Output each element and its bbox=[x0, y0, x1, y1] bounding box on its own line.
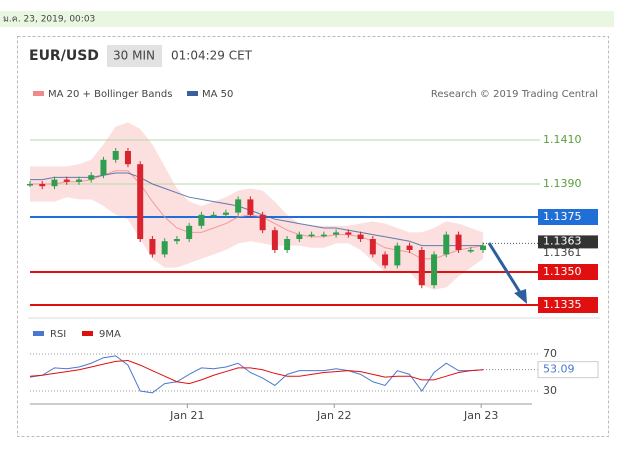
level-box bbox=[538, 297, 598, 313]
candle bbox=[222, 212, 229, 215]
last-price-label: 1.1363 bbox=[543, 234, 582, 247]
candle bbox=[161, 241, 168, 255]
legend-swatch bbox=[82, 331, 93, 336]
level-label: 1.1335 bbox=[543, 298, 582, 311]
legend-label: MA 50 bbox=[202, 89, 233, 100]
forecast-arrow bbox=[487, 242, 527, 304]
last-price-box bbox=[538, 235, 598, 249]
last-value-box bbox=[537, 361, 599, 379]
candle bbox=[369, 239, 376, 255]
candle bbox=[88, 175, 95, 180]
candle bbox=[394, 245, 401, 266]
level-label: 1.1350 bbox=[543, 265, 582, 278]
candle bbox=[284, 239, 291, 250]
bollinger-band bbox=[30, 122, 484, 290]
candle bbox=[382, 254, 389, 266]
y-tick-label: 70 bbox=[543, 347, 557, 360]
candle bbox=[63, 179, 70, 182]
level-box bbox=[538, 264, 598, 280]
candle bbox=[186, 225, 193, 239]
legend-label: 9MA bbox=[99, 329, 121, 340]
candle bbox=[75, 179, 82, 182]
candle bbox=[480, 245, 487, 250]
candle bbox=[320, 234, 327, 237]
candle bbox=[406, 245, 413, 250]
candle bbox=[124, 151, 131, 165]
candle bbox=[149, 239, 156, 255]
candle bbox=[100, 159, 107, 176]
candle bbox=[39, 184, 46, 187]
candle bbox=[235, 199, 242, 213]
candle bbox=[455, 234, 462, 250]
legend-swatch bbox=[33, 91, 44, 96]
candle bbox=[259, 214, 266, 231]
candle bbox=[443, 234, 450, 255]
legend-label: RSI bbox=[50, 329, 66, 340]
x-tick-label: Jan 23 bbox=[463, 409, 498, 422]
candle bbox=[173, 239, 180, 242]
candle bbox=[357, 234, 364, 239]
last-value-label: 53.09 bbox=[543, 363, 575, 376]
candle bbox=[418, 250, 425, 286]
indicator-line bbox=[29, 355, 484, 394]
x-tick-label: Jan 21 bbox=[169, 409, 204, 422]
candle bbox=[210, 214, 217, 217]
candle bbox=[198, 214, 205, 226]
date: ม.ค. 23, 2019, 00:03 bbox=[3, 15, 95, 25]
symbol: EUR/USD bbox=[29, 48, 99, 64]
interval: 30 MIN bbox=[113, 49, 155, 63]
candle bbox=[247, 199, 254, 215]
candle bbox=[345, 232, 352, 235]
indicator-line bbox=[29, 359, 484, 385]
candle bbox=[137, 164, 144, 239]
level-label: 1.1410 bbox=[543, 133, 582, 146]
legend-swatch bbox=[187, 91, 198, 96]
candle bbox=[333, 232, 340, 235]
candle bbox=[431, 254, 438, 286]
annotation: 1.1361 bbox=[543, 246, 582, 259]
candle bbox=[112, 151, 119, 160]
candle bbox=[27, 184, 33, 186]
legend-swatch bbox=[33, 331, 44, 336]
candle bbox=[296, 234, 303, 239]
level-label: 1.1390 bbox=[543, 177, 582, 190]
date-bar bbox=[0, 11, 614, 27]
x-tick-label: Jan 22 bbox=[316, 409, 351, 422]
level-label: 1.1375 bbox=[543, 210, 582, 223]
time: 01:04:29 CET bbox=[171, 49, 253, 63]
credit: Research © 2019 Trading Central bbox=[431, 89, 598, 100]
candle bbox=[308, 234, 315, 237]
candle bbox=[51, 179, 58, 187]
panel bbox=[17, 36, 609, 437]
y-tick-label: 30 bbox=[543, 384, 557, 397]
candle bbox=[271, 230, 278, 250]
interval-box bbox=[107, 45, 162, 67]
candle bbox=[467, 250, 474, 252]
level-box bbox=[538, 209, 598, 225]
legend-label: MA 20 + Bollinger Bands bbox=[48, 89, 172, 100]
